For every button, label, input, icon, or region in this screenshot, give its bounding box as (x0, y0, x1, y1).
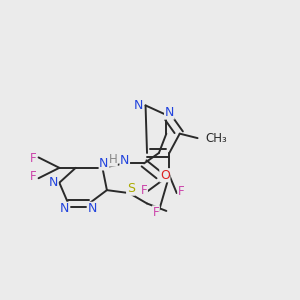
Text: F: F (141, 184, 147, 196)
Text: O: O (160, 169, 170, 182)
Text: F: F (30, 152, 37, 165)
Text: S: S (127, 182, 135, 195)
Text: N: N (99, 157, 109, 170)
Text: N: N (120, 154, 129, 167)
Text: N: N (49, 176, 58, 189)
Text: N: N (88, 202, 97, 215)
Text: F: F (30, 170, 37, 183)
Text: N: N (165, 106, 174, 119)
Text: N: N (134, 99, 143, 112)
Text: F: F (153, 206, 159, 219)
Text: H: H (109, 153, 117, 166)
Text: N: N (60, 202, 69, 215)
Text: CH₃: CH₃ (205, 132, 227, 145)
Text: F: F (178, 185, 184, 198)
